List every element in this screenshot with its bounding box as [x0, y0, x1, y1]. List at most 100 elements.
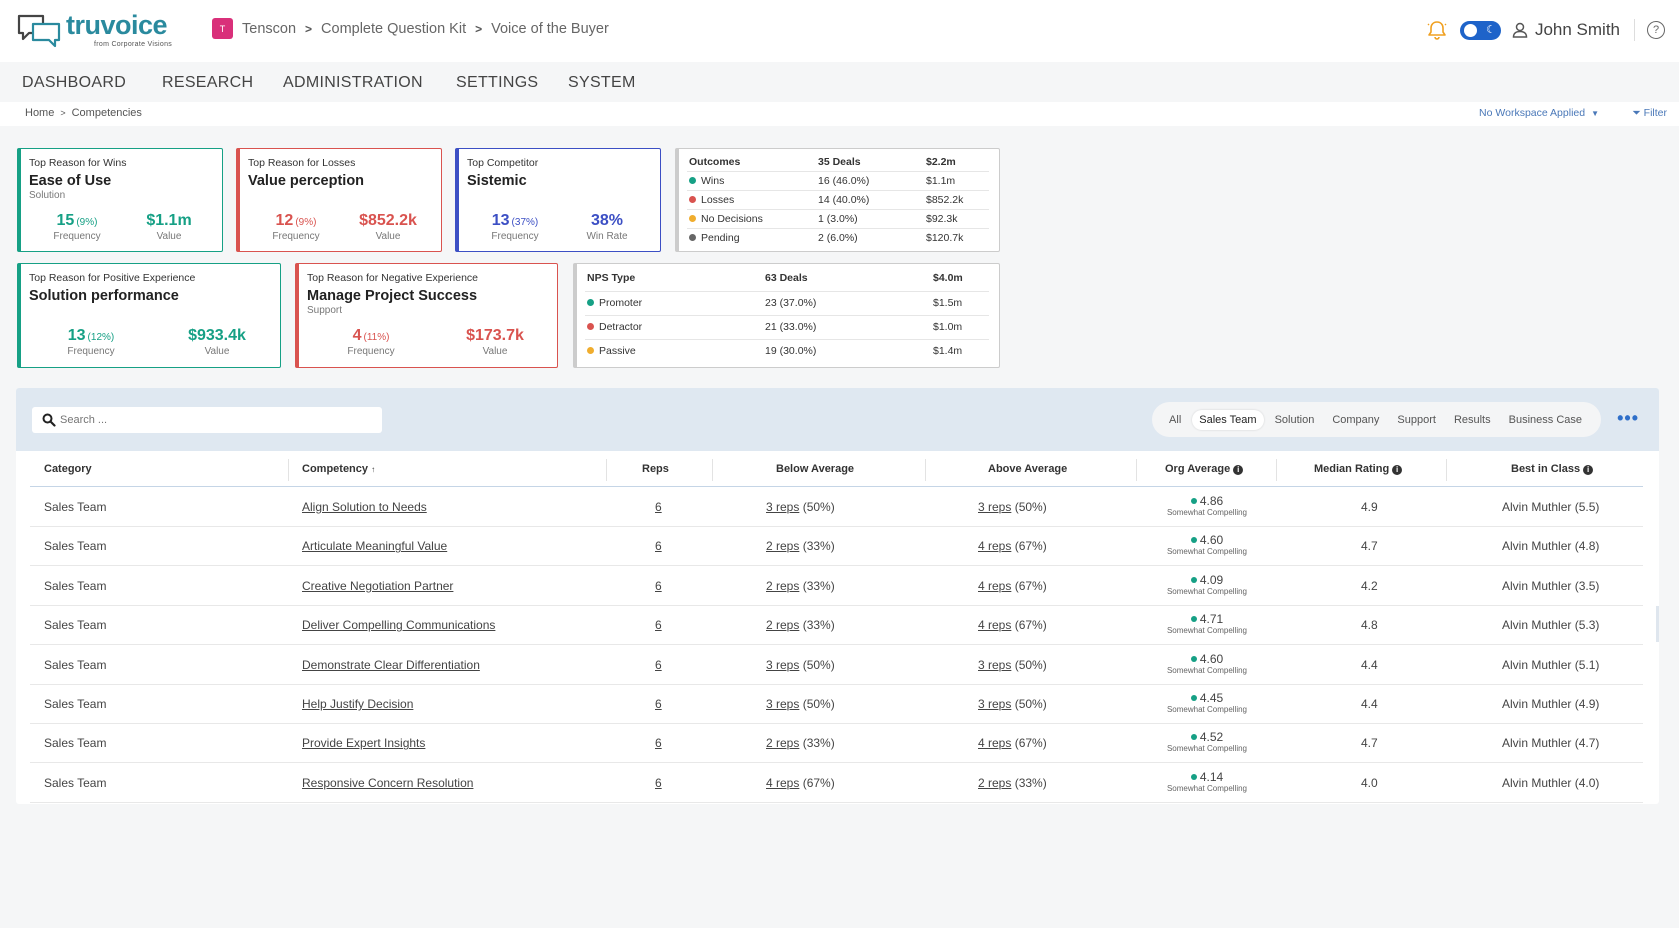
filter-tab-sales-team[interactable]: Sales Team: [1192, 409, 1264, 430]
stat-frequency-pct: (37%): [511, 217, 539, 228]
truvoice-logo[interactable]: truvoice from Corporate Visions: [16, 12, 172, 48]
nav-settings[interactable]: SETTINGS: [456, 74, 539, 91]
breadcrumb-home[interactable]: Home: [25, 107, 55, 119]
sub-bar: Home > Competencies No Workspace Applied…: [0, 102, 1679, 126]
info-icon[interactable]: i: [1392, 465, 1403, 475]
cell-category: Sales Team: [44, 657, 107, 672]
filter-tab-all[interactable]: All: [1169, 413, 1182, 426]
breadcrumb-program[interactable]: Voice of the Buyer: [491, 20, 609, 37]
above-average-link[interactable]: 4 reps: [978, 618, 1012, 633]
competency-link[interactable]: Help Justify Decision: [302, 697, 414, 711]
table-row[interactable]: Sales Team Align Solution to Needs 6 3 reps…: [30, 488, 1643, 527]
stat-label: Value: [204, 346, 230, 357]
below-average-pct: (33%): [802, 578, 835, 593]
competency-link[interactable]: Deliver Compelling Communications: [302, 618, 496, 633]
col-org-average[interactable]: Org Average i: [1165, 463, 1244, 475]
card-title: Top Reason for Negative Experience: [307, 272, 479, 284]
reps-link[interactable]: 6: [655, 697, 662, 711]
above-average-link[interactable]: 3 reps: [978, 500, 1012, 514]
above-average-link[interactable]: 4 reps: [978, 736, 1012, 751]
competency-link[interactable]: Creative Negotiation Partner: [302, 578, 454, 593]
cell-category: Sales Team: [44, 500, 107, 514]
nps-row-detractor: Detractor 21 (33.0%) $1.0m: [585, 316, 989, 340]
reps-link[interactable]: 6: [655, 775, 662, 790]
above-average-link[interactable]: 2 reps: [978, 775, 1012, 790]
nav-research[interactable]: RESEARCH: [162, 74, 254, 91]
breadcrumb-tenant[interactable]: Tenscon: [242, 20, 297, 37]
table-row[interactable]: Sales Team Creative Negotiation Partner 6 2…: [30, 567, 1643, 606]
theme-toggle[interactable]: ☾: [1459, 20, 1501, 40]
search-input[interactable]: [60, 411, 370, 429]
reps-link[interactable]: 6: [655, 578, 662, 593]
card-top-reason-wins[interactable]: Top Reason for Wins Ease of Use Solution…: [17, 148, 223, 252]
reps-link[interactable]: 6: [655, 539, 662, 554]
nav-system[interactable]: SYSTEM: [568, 74, 636, 91]
above-average-pct: (67%): [1014, 539, 1047, 554]
filter-tab-company[interactable]: Company: [1332, 413, 1380, 426]
competency-link[interactable]: Align Solution to Needs: [302, 500, 427, 514]
breadcrumb-kit[interactable]: Complete Question Kit: [321, 20, 467, 37]
col-median-rating[interactable]: Median Rating i: [1314, 463, 1403, 475]
reps-link[interactable]: 6: [655, 657, 662, 672]
above-average-link[interactable]: 4 reps: [978, 578, 1012, 593]
outcomes-header-value: $2.2m: [926, 156, 956, 168]
card-top-reason-positive[interactable]: Top Reason for Positive Experience Solut…: [17, 263, 281, 368]
bell-icon[interactable]: [1426, 19, 1448, 41]
competency-link[interactable]: Provide Expert Insights: [302, 736, 426, 751]
filter-tab-support[interactable]: Support: [1397, 413, 1436, 426]
below-average-link[interactable]: 3 reps: [766, 500, 800, 514]
below-average-link[interactable]: 3 reps: [766, 697, 800, 711]
col-competency[interactable]: Competency ↑: [302, 463, 375, 475]
filter-button[interactable]: ⏷ Filter: [1632, 107, 1667, 120]
above-average-link[interactable]: 3 reps: [978, 697, 1012, 711]
below-average-link[interactable]: 4 reps: [766, 775, 800, 790]
below-average-link[interactable]: 2 reps: [766, 539, 800, 554]
moon-icon: ☾: [1486, 23, 1496, 36]
filter-tab-results[interactable]: Results: [1453, 413, 1491, 426]
competency-link[interactable]: Articulate Meaningful Value: [302, 539, 448, 554]
below-average-link[interactable]: 2 reps: [766, 578, 800, 593]
col-below-average[interactable]: Below Average: [776, 463, 855, 475]
below-average-link[interactable]: 3 reps: [766, 657, 800, 672]
filter-tab-business-case[interactable]: Business Case: [1508, 413, 1582, 426]
above-average-pct: (50%): [1014, 657, 1047, 672]
table-row[interactable]: Sales Team Deliver Compelling Communicati…: [30, 606, 1643, 646]
user-name[interactable]: John Smith: [1534, 20, 1620, 39]
nav-dashboard[interactable]: DASHBOARD: [22, 74, 127, 91]
stat-label: Value: [375, 231, 401, 242]
help-icon[interactable]: ?: [1647, 21, 1665, 39]
card-top-reason-negative[interactable]: Top Reason for Negative Experience Manag…: [295, 263, 558, 368]
table-row[interactable]: Sales Team Responsive Concern Resolution 6…: [30, 764, 1643, 803]
below-average-link[interactable]: 2 reps: [766, 736, 800, 751]
chevron-right-icon: >: [475, 21, 483, 36]
table-header: Category Competency ↑ Reps Below Average…: [30, 451, 1643, 487]
col-above-average[interactable]: Above Average: [988, 463, 1068, 475]
more-options-icon[interactable]: •••: [1617, 408, 1639, 428]
filter-tab-solution[interactable]: Solution: [1274, 413, 1315, 426]
card-top-reason-losses[interactable]: Top Reason for Losses Value perception 1…: [236, 148, 442, 252]
competency-link[interactable]: Demonstrate Clear Differentiation: [302, 657, 480, 672]
table-row[interactable]: Sales Team Help Justify Decision 6 3 reps (…: [30, 685, 1643, 724]
below-average-link[interactable]: 2 reps: [766, 618, 800, 633]
cell-org-average: 4.45 Somewhat Compelling: [1147, 691, 1267, 714]
nav-administration[interactable]: ADMINISTRATION: [283, 74, 423, 91]
table-row[interactable]: Sales Team Provide Expert Insights 6 2 reps…: [30, 724, 1643, 764]
reps-link[interactable]: 6: [655, 618, 662, 633]
above-average-link[interactable]: 3 reps: [978, 657, 1012, 672]
above-average-link[interactable]: 4 reps: [978, 539, 1012, 554]
card-top-competitor[interactable]: Top Competitor Sistemic 13 (37%) Frequenc…: [455, 148, 661, 252]
search-box[interactable]: [32, 407, 382, 433]
col-reps[interactable]: Reps: [642, 463, 669, 475]
info-icon[interactable]: i: [1233, 465, 1244, 475]
reps-link[interactable]: 6: [655, 500, 662, 514]
competency-link[interactable]: Responsive Concern Resolution: [302, 775, 474, 790]
info-icon[interactable]: i: [1583, 465, 1594, 475]
col-best-in-class[interactable]: Best in Class i: [1511, 463, 1594, 475]
workspace-selector[interactable]: No Workspace Applied ▼: [1479, 107, 1599, 119]
col-category[interactable]: Category: [44, 463, 92, 475]
table-row[interactable]: Sales Team Demonstrate Clear Differentiat…: [30, 646, 1643, 685]
table-row[interactable]: Sales Team Articulate Meaningful Value 6 2 …: [30, 527, 1643, 567]
scrollbar[interactable]: [1656, 606, 1659, 642]
cell-below-average: 2 reps (33%): [766, 736, 835, 750]
reps-link[interactable]: 6: [655, 736, 662, 751]
